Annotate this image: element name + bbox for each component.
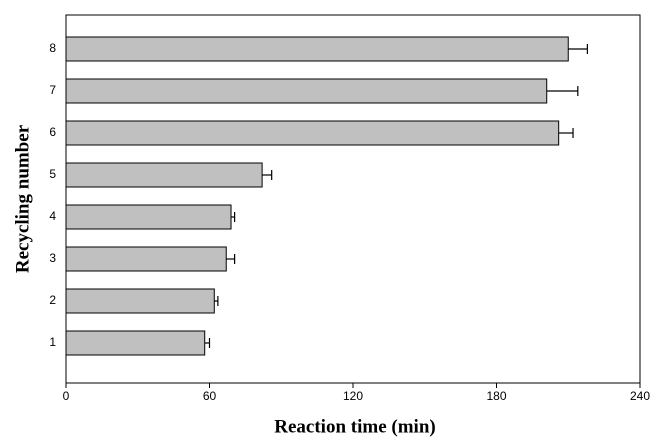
x-tick-label: 240: [630, 389, 650, 403]
x-axis-title: Reaction time (min): [274, 416, 435, 437]
plot-frame: [65, 14, 641, 384]
y-tick-label: 4: [49, 209, 56, 223]
bar: [65, 246, 227, 272]
error-bar: [546, 86, 579, 96]
y-tick-label: 1: [49, 335, 56, 349]
bar: [65, 162, 263, 188]
y-axis-title: Recycling number: [12, 124, 33, 273]
error-bar: [568, 44, 588, 54]
x-tick-label: 0: [63, 389, 70, 403]
error-bar: [262, 170, 273, 180]
bar: [65, 330, 206, 356]
y-tick-label: 5: [49, 167, 56, 181]
error-bar: [231, 212, 236, 222]
error-bar: [558, 128, 574, 138]
bar: [65, 120, 560, 146]
bar: [65, 204, 232, 230]
y-tick-label: 7: [49, 83, 56, 97]
y-tick-label: 6: [49, 125, 56, 139]
bar: [65, 78, 548, 104]
error-bar: [226, 254, 236, 264]
y-tick-label: 2: [49, 293, 56, 307]
y-tick-label: 8: [49, 41, 56, 55]
bar: [65, 36, 569, 62]
error-bar: [204, 338, 211, 348]
y-tick-label: 3: [49, 251, 56, 265]
x-tick-label: 60: [203, 389, 217, 403]
bar: [65, 288, 215, 314]
error-bar: [214, 296, 219, 306]
x-tick-label: 180: [486, 389, 506, 403]
x-tick-label: 120: [343, 389, 363, 403]
